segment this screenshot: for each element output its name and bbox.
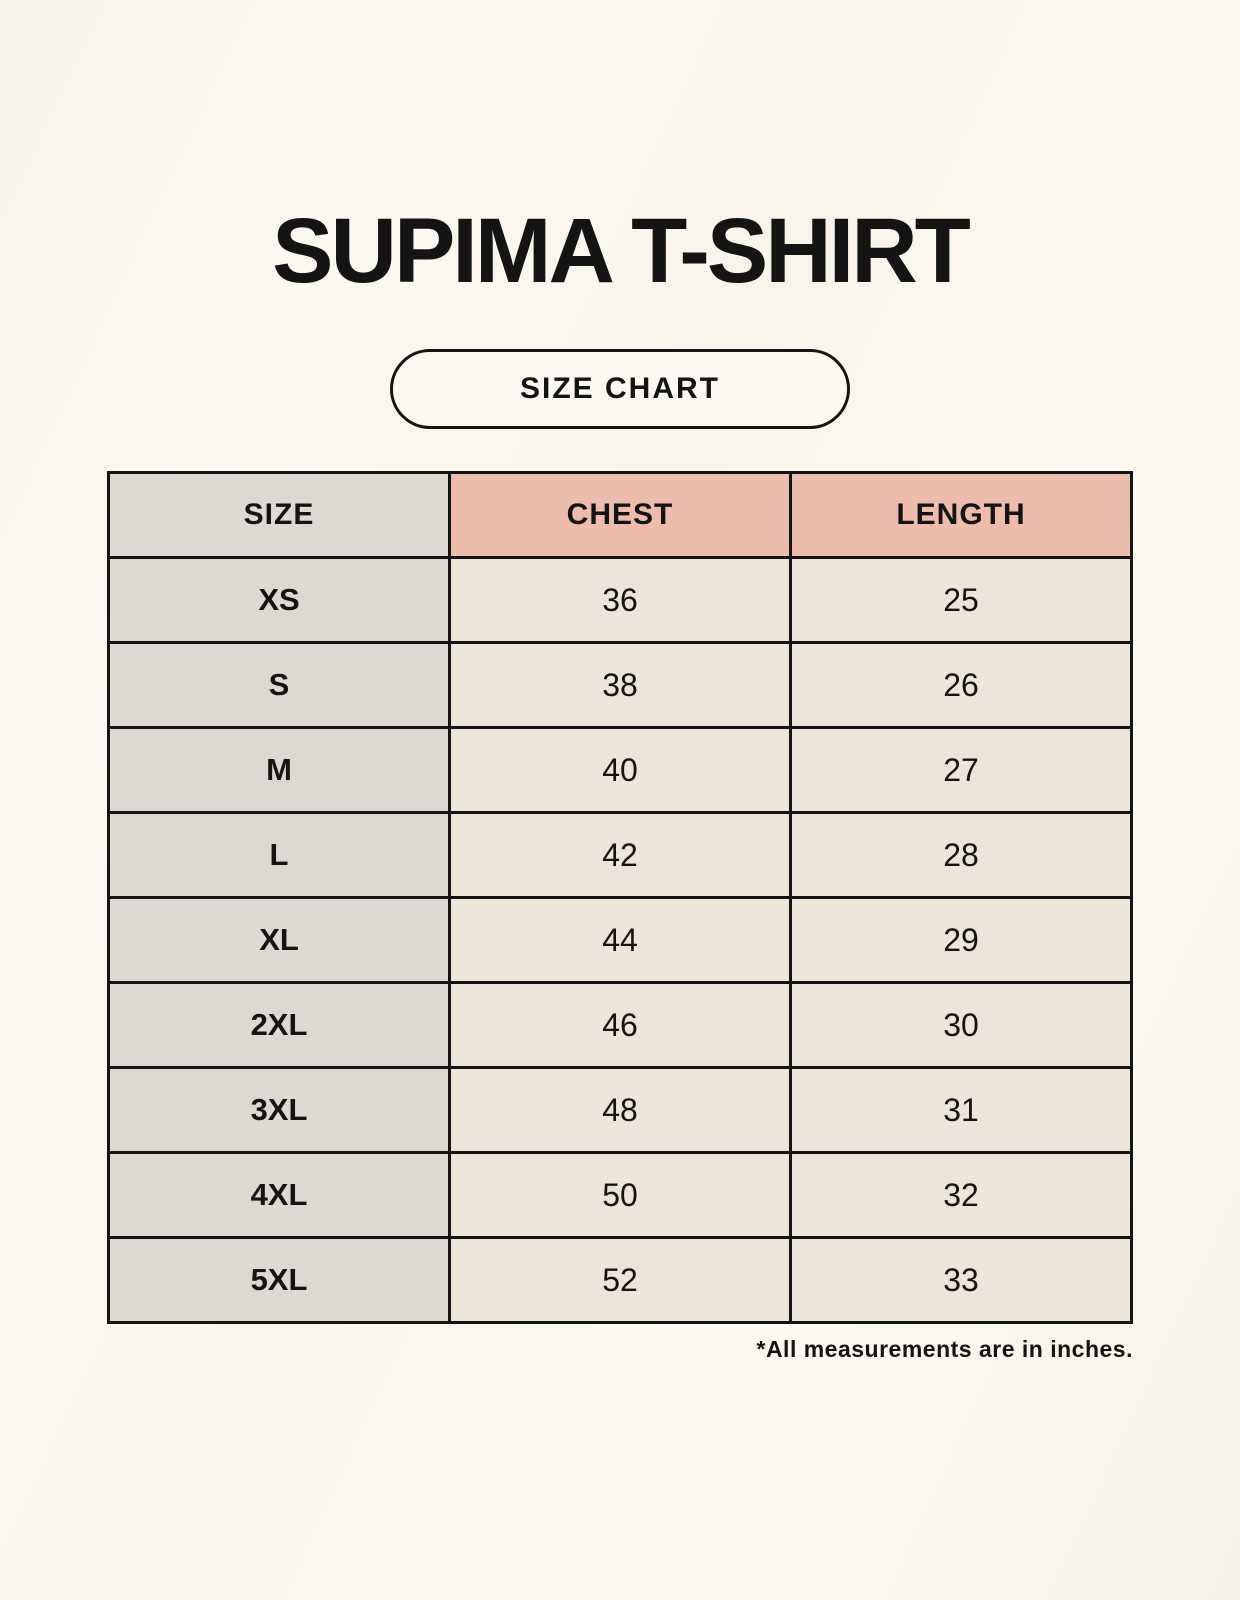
chest-cell: 36	[448, 556, 792, 644]
size-cell: XL	[107, 896, 451, 984]
table-row: XS 36 25	[107, 556, 1133, 644]
table-row: M 40 27	[107, 726, 1133, 814]
table-row: 2XL 46 30	[107, 981, 1133, 1069]
chest-cell: 48	[448, 1066, 792, 1154]
table-row: S 38 26	[107, 641, 1133, 729]
table-row: XL 44 29	[107, 896, 1133, 984]
size-cell: 3XL	[107, 1066, 451, 1154]
measurements-footnote: *All measurements are in inches.	[756, 1336, 1133, 1362]
length-cell: 32	[789, 1151, 1133, 1239]
chest-cell: 38	[448, 641, 792, 729]
table-head: SIZE CHEST LENGTH	[107, 471, 1133, 559]
chest-cell: 44	[448, 896, 792, 984]
length-cell: 25	[789, 556, 1133, 644]
size-chart-badge-label: SIZE CHART	[520, 372, 720, 405]
table-body: XS 36 25 S 38 26 M 40 27 L 42 28 XL 44 29 2XL 46 30 3XL 48 3…	[107, 556, 1133, 1324]
chest-cell: 50	[448, 1151, 792, 1239]
chest-cell: 42	[448, 811, 792, 899]
length-cell: 26	[789, 641, 1133, 729]
size-cell: XS	[107, 556, 451, 644]
size-cell: L	[107, 811, 451, 899]
size-cell: 4XL	[107, 1151, 451, 1239]
size-cell: 5XL	[107, 1236, 451, 1324]
length-cell: 33	[789, 1236, 1133, 1324]
length-cell: 27	[789, 726, 1133, 814]
chest-cell: 52	[448, 1236, 792, 1324]
size-cell: M	[107, 726, 451, 814]
length-cell: 31	[789, 1066, 1133, 1154]
size-chart-table: SIZE CHEST LENGTH XS 36 25 S 38 26 M 40 27 L 42 28 XL 4…	[107, 471, 1133, 1324]
chest-cell: 40	[448, 726, 792, 814]
page-title: SUPIMA T-SHIRT	[272, 200, 971, 302]
chest-cell: 46	[448, 981, 792, 1069]
table-row: 5XL 52 33	[107, 1236, 1133, 1324]
length-cell: 29	[789, 896, 1133, 984]
column-header-chest: CHEST	[448, 471, 792, 559]
table-row: 3XL 48 31	[107, 1066, 1133, 1154]
length-cell: 28	[789, 811, 1133, 899]
column-header-size: SIZE	[107, 471, 451, 559]
table-row: L 42 28	[107, 811, 1133, 899]
size-cell: S	[107, 641, 451, 729]
size-chart-badge[interactable]: SIZE CHART	[390, 349, 850, 429]
column-header-length: LENGTH	[789, 471, 1133, 559]
table-row: 4XL 50 32	[107, 1151, 1133, 1239]
length-cell: 30	[789, 981, 1133, 1069]
badge-row: SIZE CHART	[0, 349, 1240, 429]
size-cell: 2XL	[107, 981, 451, 1069]
table-header-row: SIZE CHEST LENGTH	[107, 471, 1133, 559]
